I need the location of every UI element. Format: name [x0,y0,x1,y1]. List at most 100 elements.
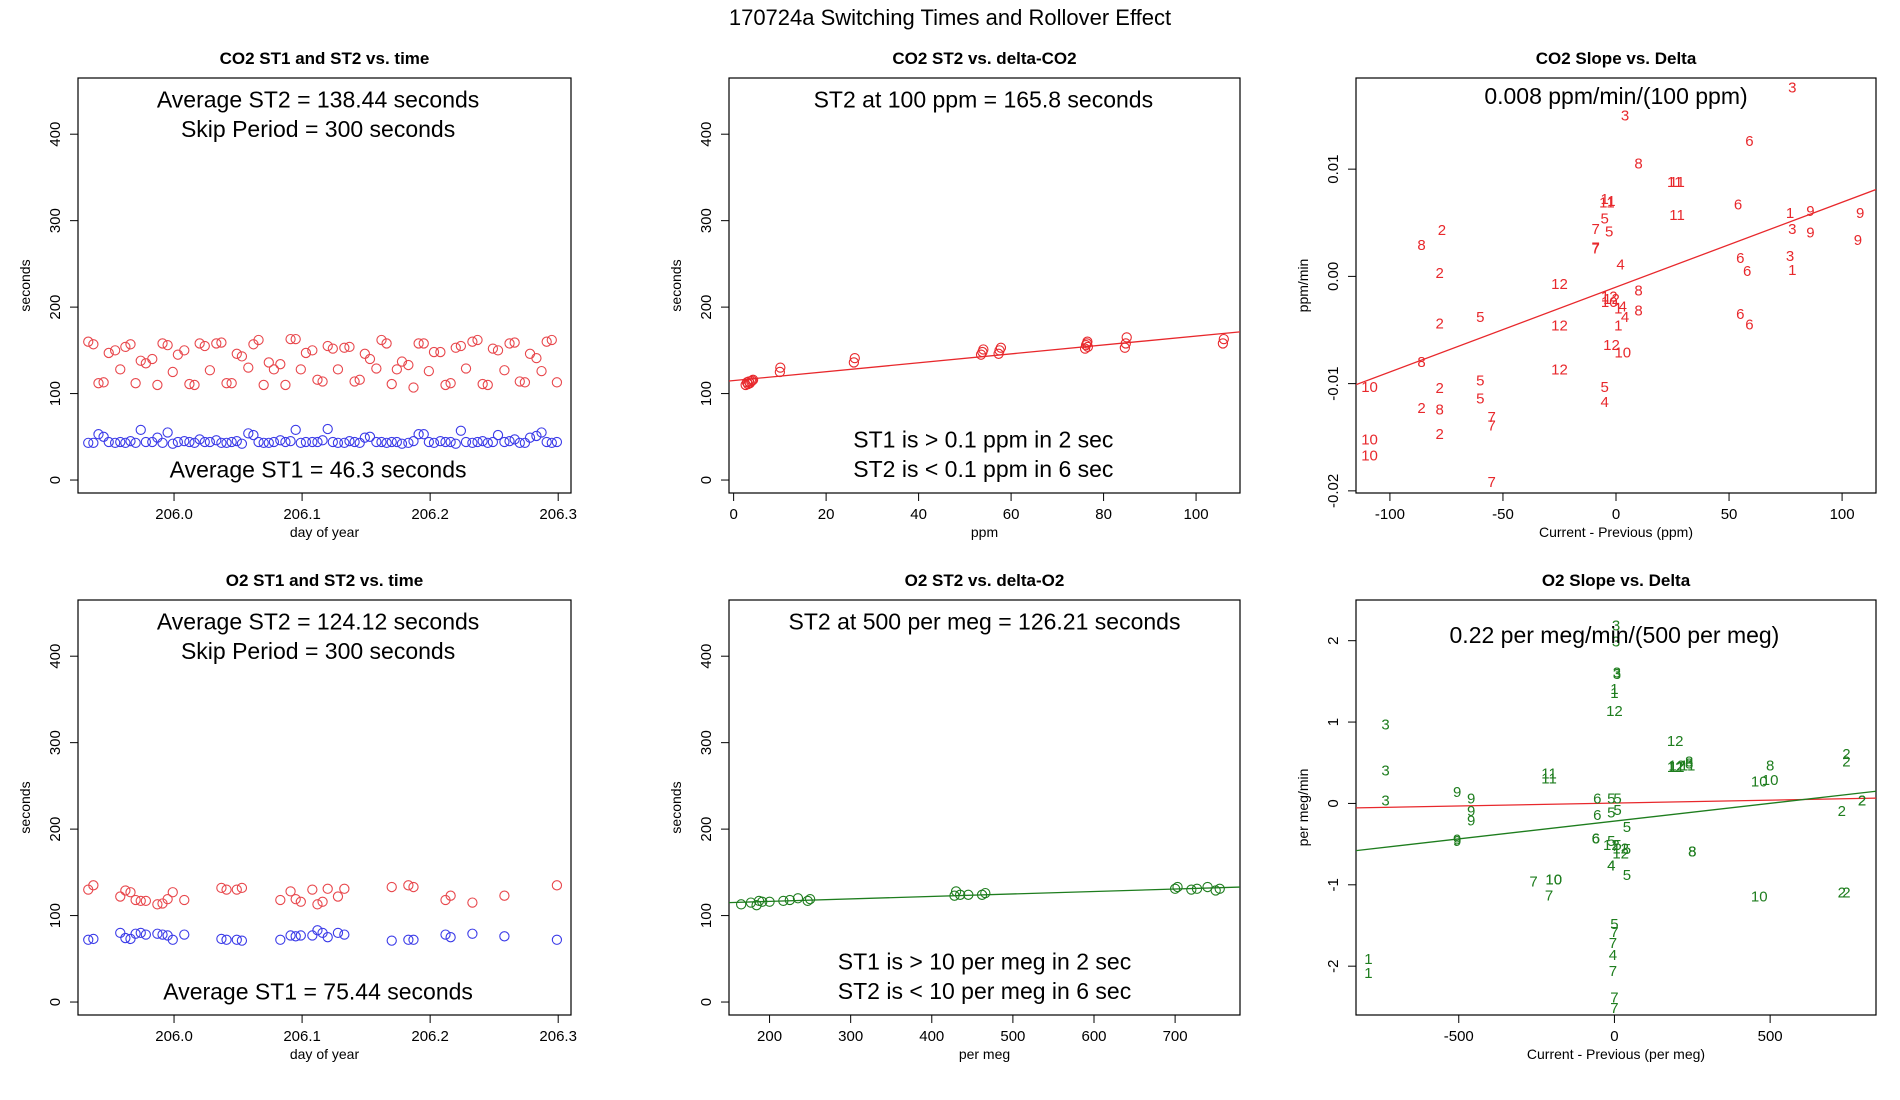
point-label: 12 [1668,757,1685,774]
point-label: 5 [1623,819,1631,836]
point-label: 9 [1806,203,1814,220]
x-axis-label: ppm [971,524,998,540]
point-label: 1 [1786,205,1794,222]
data-point [440,929,451,940]
data-point [376,436,387,448]
point-label: 12 [1612,845,1629,862]
chart-o2_st2_delta: O2 ST2 vs. delta-O2 200 300 400 500 600 700 0 10… [668,571,1241,1062]
data-point [949,890,960,901]
data-point [349,436,360,448]
data-point [216,437,227,449]
data-point [194,434,205,445]
data-point [472,436,483,448]
x-axis-label: day of year [290,524,360,540]
data-point [152,379,163,391]
x-tick-label: 100 [1830,506,1855,523]
data-point [88,933,99,945]
y-axis-label: seconds [668,781,684,833]
data-point [162,427,173,438]
y-tick-label: -0.01 [1325,367,1342,401]
point-label: 11 [1669,207,1685,224]
x-tick-label: 206.2 [411,1028,449,1045]
data-point [524,432,536,443]
data-point [371,363,382,374]
point-label: 10 [1762,772,1779,789]
y-tick-label: -1 [1325,878,1342,891]
data-point [275,894,286,906]
chart-annotation: Average ST1 = 46.3 seconds [170,457,467,483]
data-point [172,436,184,448]
data-point [509,434,520,445]
data-point [792,893,804,904]
data-point [300,347,312,359]
data-point [778,895,789,907]
point-label: 5 [1607,805,1615,822]
data-point [216,882,227,894]
y-axis-label: ppm/min [1295,259,1311,313]
data-point [423,365,435,377]
data-point [125,887,136,898]
data-point [88,437,99,449]
point-label: 11 [1669,759,1685,776]
point-label: 11 [1599,194,1615,211]
data-point [115,364,126,375]
point-label: 6 [1592,831,1600,848]
data-point [179,894,190,906]
point-label: 4 [1601,394,1609,411]
point-label: 1 [1601,191,1609,208]
data-point [130,378,141,389]
data-point [322,340,333,352]
data-point [275,934,286,945]
data-point [344,435,355,447]
chart-title: O2 ST1 and ST2 vs. time [226,571,423,590]
data-point [211,338,222,349]
data-point [221,884,232,895]
data-point [455,340,467,352]
data-point [428,437,440,449]
data-point [546,437,557,449]
data-point [157,338,168,349]
data-point [130,437,141,449]
data-point [327,343,338,354]
data-point [849,352,860,364]
point-label: 1 [1614,300,1622,317]
data-point [339,883,350,894]
data-point [285,886,296,897]
y-tick-label: 400 [47,644,64,669]
point-label: 3 [1612,634,1620,651]
data-point [189,437,200,449]
data-point [455,425,467,436]
fit-line [1356,790,1876,852]
data-point [802,895,813,907]
data-point [317,376,328,387]
y-axis-label: seconds [17,781,33,833]
point-label: 8 [1634,156,1642,173]
point-label: 4 [1619,298,1627,315]
data-point [253,436,264,448]
data-point [381,437,392,449]
x-tick-label: 0 [1612,506,1620,523]
data-point [440,379,451,391]
data-point [216,933,227,945]
data-point [467,336,478,347]
data-point [418,338,429,349]
data-point [140,895,152,907]
point-label: 12 [1551,276,1568,293]
point-label: 5 [1476,391,1484,408]
x-tick-label: 500 [1758,1028,1783,1045]
point-label: 2 [1858,792,1866,809]
point-label: 7 [1487,409,1495,426]
data-point [450,438,461,449]
point-label: 5 [1623,841,1631,858]
data-point [98,377,109,388]
x-tick-label: 500 [1000,1028,1025,1045]
data-point [364,353,376,365]
chart-annotation: ST2 at 100 ppm = 165.8 seconds [814,87,1153,113]
y-tick-label: 0 [698,476,715,484]
point-label: 7 [1609,935,1617,952]
data-point [339,929,350,940]
x-axis-label: Current - Previous (ppm) [1539,524,1693,540]
data-point [514,376,525,387]
